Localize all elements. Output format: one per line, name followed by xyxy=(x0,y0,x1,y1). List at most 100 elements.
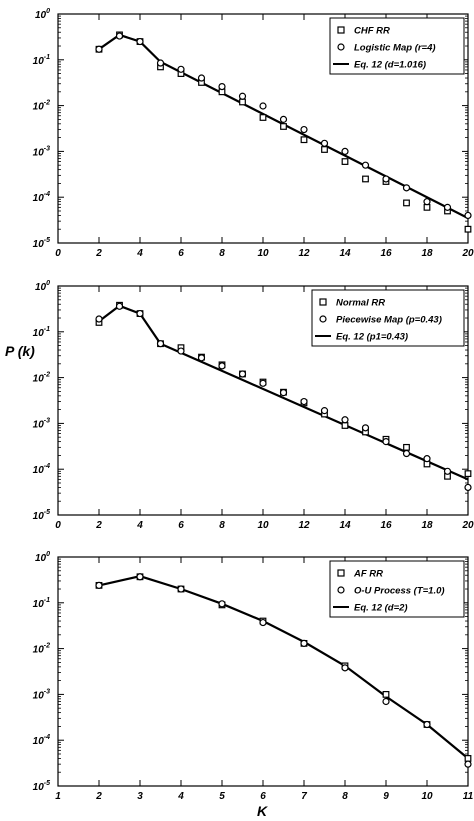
data-point-circle xyxy=(156,340,165,348)
legend-symbol-circle xyxy=(337,43,345,51)
legend-entry-label: Normal RR xyxy=(336,298,385,309)
y-tick-exponent: -5 xyxy=(44,237,50,244)
data-point-circle xyxy=(464,483,472,492)
legend-symbol-square xyxy=(319,298,327,306)
x-tick-label: 20 xyxy=(461,248,474,259)
x-tick-label: 12 xyxy=(298,520,310,531)
x-tick-label: 12 xyxy=(298,248,310,259)
y-tick-base: 10 xyxy=(33,690,45,701)
y-tick-exponent: -2 xyxy=(44,643,50,650)
data-point-circle xyxy=(300,397,308,406)
y-tick-label: 10-5 xyxy=(33,509,50,522)
legend-box xyxy=(329,560,465,618)
y-tick-exponent: -2 xyxy=(44,100,50,107)
data-point-circle xyxy=(279,115,288,123)
x-tick-label: 16 xyxy=(380,248,392,259)
data-point-circle xyxy=(300,639,308,647)
legend-entry-label: CHF RR xyxy=(354,26,390,37)
data-point-circle xyxy=(115,32,124,40)
legend-symbol-circle xyxy=(319,315,327,323)
y-tick-base: 10 xyxy=(33,511,45,522)
legend-entry-label: AF RR xyxy=(353,569,383,580)
data-point-square xyxy=(259,114,267,121)
legend: CHF RR Logistic Map (r=4) Eq. 12 (d=1.016) xyxy=(329,17,465,75)
x-tick-label: 9 xyxy=(383,791,389,802)
legend: Normal RR Piecewise Map (p=0.43) Eq. 12 (p… xyxy=(311,289,465,347)
data-point-circle xyxy=(300,125,308,134)
x-tick-label: 7 xyxy=(301,791,307,802)
y-tick-exponent: -4 xyxy=(44,463,50,470)
y-tick-label: 10-3 xyxy=(33,145,50,158)
y-tick-label: 10-3 xyxy=(33,417,50,430)
y-tick-exponent: 0 xyxy=(46,280,50,287)
y-tick-base: 10 xyxy=(33,239,45,250)
x-tick-label: 6 xyxy=(260,791,266,802)
y-tick-label: 10-3 xyxy=(33,688,50,701)
data-point-circle xyxy=(382,175,390,183)
legend-entry-label: O-U Process (T=1.0) xyxy=(354,586,445,597)
y-tick-base: 10 xyxy=(33,465,45,476)
y-tick-label: 10-2 xyxy=(33,100,50,113)
data-point-circle xyxy=(464,760,472,768)
y-tick-label: 10-4 xyxy=(33,734,50,747)
data-point-circle xyxy=(136,309,144,318)
data-point-square xyxy=(382,690,390,698)
y-tick-label: 10-1 xyxy=(33,326,50,339)
data-point-square xyxy=(300,136,308,144)
x-tick-label: 10 xyxy=(421,791,433,802)
data-point-circle xyxy=(95,45,103,53)
x-tick-label: 8 xyxy=(219,248,225,259)
data-point-circle xyxy=(218,362,226,370)
x-axis-label: K xyxy=(257,803,268,819)
x-tick-label: 0 xyxy=(55,248,61,259)
y-tick-base: 10 xyxy=(33,56,45,67)
y-tick-label: 10-1 xyxy=(33,54,50,67)
y-tick-exponent: -5 xyxy=(44,780,50,787)
data-point-circle xyxy=(95,581,103,589)
x-tick-label: 18 xyxy=(421,520,433,531)
data-point-circle xyxy=(259,102,267,110)
legend-entry-label: Piecewise Map (p=0.43) xyxy=(336,315,442,326)
y-tick-label: 10-2 xyxy=(33,372,50,385)
x-tick-label: 8 xyxy=(342,791,348,802)
x-tick-label: 6 xyxy=(178,520,184,531)
data-point-circle xyxy=(197,354,206,362)
data-point-square xyxy=(423,203,431,211)
data-point-circle xyxy=(218,82,226,91)
data-point-circle xyxy=(341,147,349,155)
legend-entry-label: Eq. 12 (d=1.016) xyxy=(354,60,426,71)
y-tick-exponent: -2 xyxy=(44,372,50,379)
legend: AF RR O-U Process (T=1.0) Eq. 12 (d=2) xyxy=(329,560,465,618)
x-tick-label: 6 xyxy=(178,248,184,259)
data-point-square xyxy=(341,158,349,165)
y-tick-exponent: -1 xyxy=(44,326,50,333)
y-tick-base: 10 xyxy=(33,193,45,204)
y-tick-exponent: -4 xyxy=(44,734,50,741)
data-point-circle xyxy=(382,438,390,446)
data-point-square xyxy=(464,755,472,762)
data-point-circle xyxy=(423,198,431,206)
data-point-circle xyxy=(115,302,124,310)
y-tick-base: 10 xyxy=(33,147,45,158)
y-tick-label: 10-4 xyxy=(33,463,50,476)
x-tick-label: 5 xyxy=(219,791,225,802)
x-tick-label: 2 xyxy=(95,520,102,531)
y-tick-exponent: -3 xyxy=(44,417,50,424)
series-line-eq12 xyxy=(98,575,469,760)
y-tick-base: 10 xyxy=(33,374,45,385)
data-point-circle xyxy=(177,347,185,355)
legend-symbol-circle xyxy=(337,586,345,594)
data-point-circle xyxy=(197,74,206,82)
y-tick-base: 10 xyxy=(35,10,47,21)
data-point-square xyxy=(280,123,287,130)
y-tick-exponent: 0 xyxy=(46,551,50,558)
legend-entry-label: Eq. 12 (p1=0.43) xyxy=(336,332,408,343)
x-tick-label: 14 xyxy=(339,520,351,531)
y-tick-label: 10-5 xyxy=(33,237,50,250)
y-tick-base: 10 xyxy=(33,419,45,430)
x-tick-label: 2 xyxy=(95,248,102,259)
y-tick-label: 10-2 xyxy=(33,643,50,656)
y-tick-base: 10 xyxy=(33,782,45,793)
